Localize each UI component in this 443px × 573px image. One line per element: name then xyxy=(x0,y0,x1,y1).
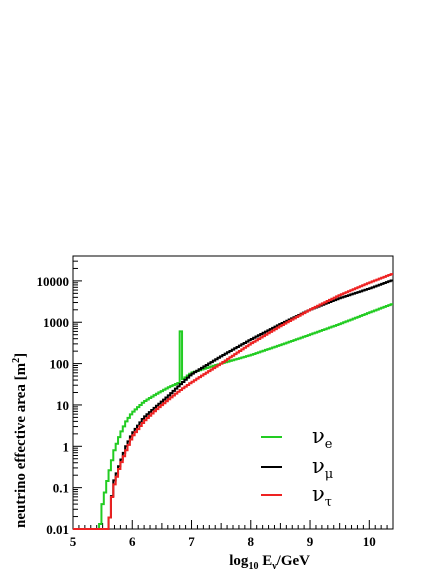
series-line-2 xyxy=(73,273,393,530)
legend-label: νμ xyxy=(312,454,333,482)
y-tick-label: 1000 xyxy=(43,315,69,330)
x-tick-label: 6 xyxy=(129,534,136,549)
legend-label: ντ xyxy=(312,482,332,510)
axis-ticks xyxy=(72,255,394,530)
series-layer xyxy=(73,273,393,530)
x-tick-label: 5 xyxy=(70,534,77,549)
y-tick-label: 10 xyxy=(56,398,69,413)
y-axis-title-sup: 2 xyxy=(11,358,22,363)
x-axis-title-sub1: 10 xyxy=(248,561,258,572)
x-axis-title-mid: E xyxy=(258,553,272,569)
series-line-1 xyxy=(73,279,393,530)
x-tick-label: 8 xyxy=(248,534,255,549)
x-axis-title-tail: /GeV xyxy=(276,553,310,569)
y-tick-label: 0.1 xyxy=(53,481,69,496)
x-tick-label: 9 xyxy=(307,534,314,549)
y-tick-label: 0.01 xyxy=(46,522,69,537)
series-line-0 xyxy=(73,303,393,530)
x-axis-title: log10 Eν/GeV xyxy=(229,553,310,572)
x-tick-label: 7 xyxy=(188,534,195,549)
y-tick-label: 1 xyxy=(63,439,70,454)
y-axis-title-tail: ] xyxy=(13,353,29,358)
x-tick-labels: 5 6 7 8 9 10 xyxy=(70,534,376,549)
y-axis-title-main: neutrino effective area [m xyxy=(13,362,29,528)
y-tick-labels: 0.01 0.1 1 10 100 1000 10000 xyxy=(37,274,70,537)
y-tick-label: 10000 xyxy=(37,274,70,289)
x-tick-label: 10 xyxy=(363,534,376,549)
legend-label: νe xyxy=(312,424,333,452)
y-tick-label: 100 xyxy=(50,357,70,372)
x-axis-title-sub2: ν xyxy=(271,561,277,572)
y-axis-title: neutrino effective area [m2] xyxy=(11,353,29,528)
x-axis-title-main: log xyxy=(229,553,249,569)
